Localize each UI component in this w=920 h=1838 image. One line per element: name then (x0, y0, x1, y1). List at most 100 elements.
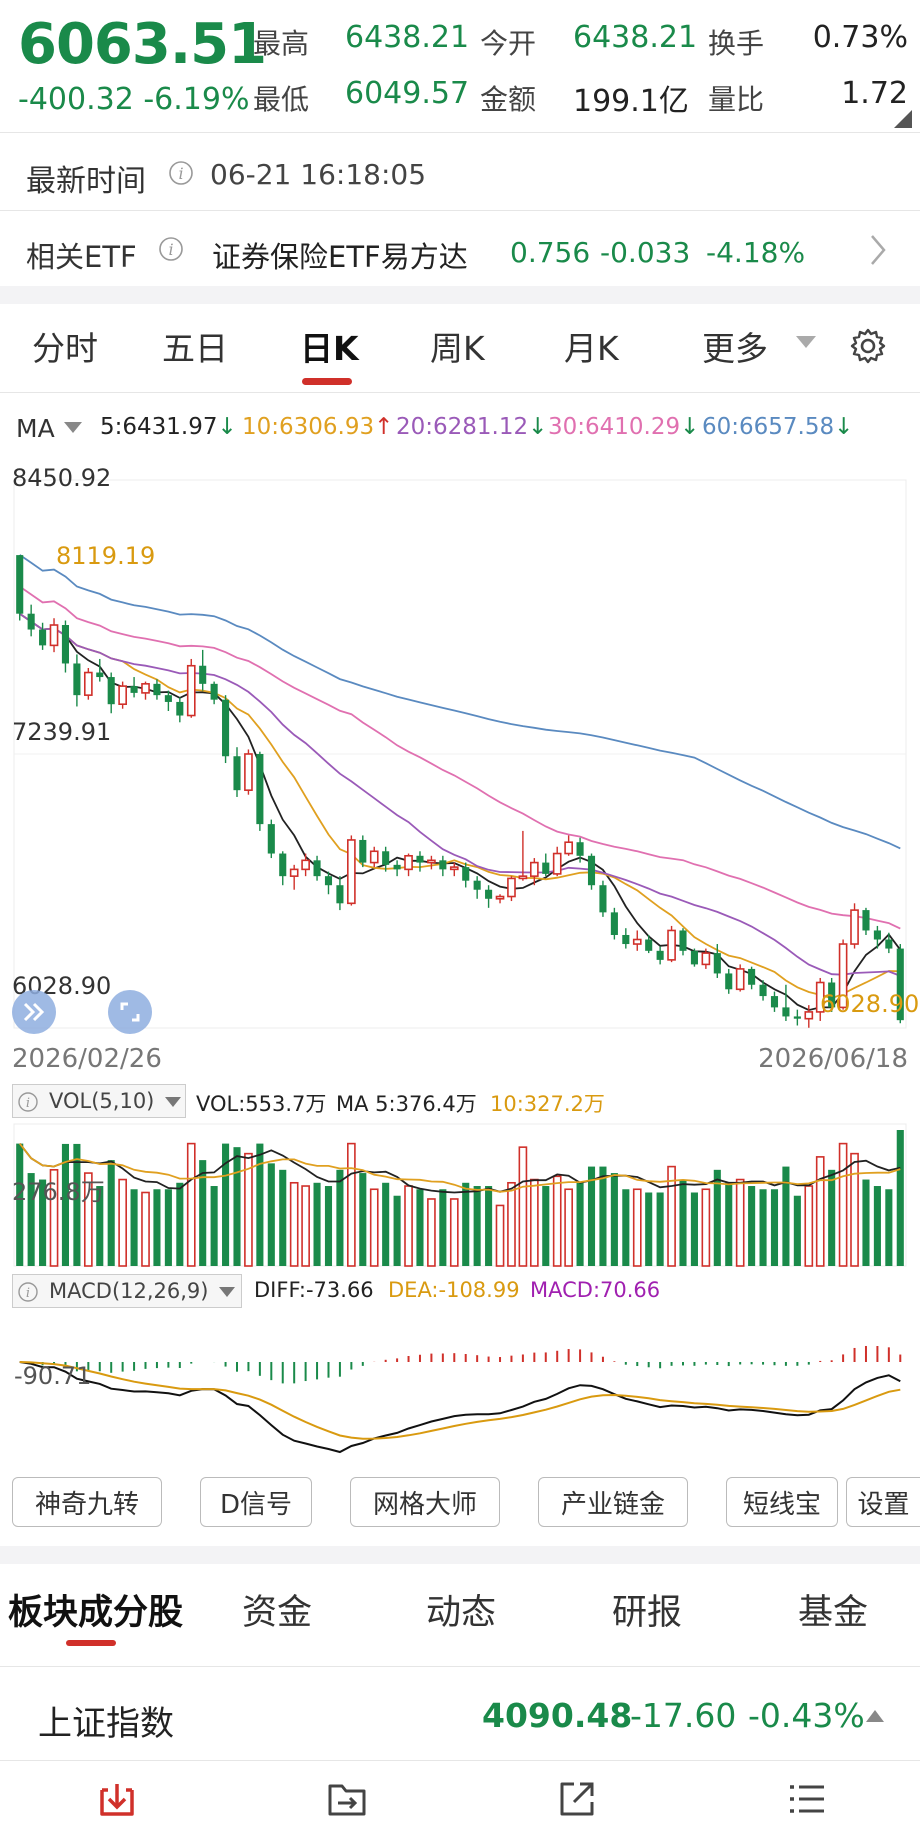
candlestick (83, 668, 93, 700)
dropdown-caret-icon[interactable] (796, 336, 816, 350)
candlestick (153, 679, 161, 700)
macd-chart[interactable] (0, 1310, 920, 1460)
volume-bar (896, 1130, 904, 1266)
ma-selector[interactable]: MA (16, 414, 55, 443)
list-menu-icon[interactable] (782, 1774, 832, 1824)
candlestick (576, 837, 584, 863)
candlestick (815, 977, 825, 1021)
candlestick (324, 871, 333, 895)
expand-corner-icon[interactable] (894, 110, 912, 128)
volume-bar (233, 1147, 241, 1266)
arrow-down-icon: ↓ (528, 414, 548, 440)
candlestick (564, 835, 573, 856)
tab-daily-k[interactable]: 日K (300, 329, 359, 368)
fullscreen-button[interactable] (108, 990, 152, 1034)
candlestick (27, 604, 35, 637)
volume-bar (735, 1178, 745, 1267)
share-icon[interactable] (552, 1774, 602, 1824)
date-start-label: 2026/02/26 (12, 1044, 162, 1074)
stat-label-amount: 金额 (480, 83, 537, 116)
d-signal-button[interactable]: D信号 (200, 1477, 312, 1527)
candlestick (667, 925, 676, 963)
volume-bar (336, 1169, 344, 1266)
volume-bar (369, 1188, 379, 1267)
volume-bar (473, 1186, 481, 1266)
ma-value: 10:6306.93 (242, 414, 375, 440)
folder-transfer-icon[interactable] (322, 1774, 372, 1824)
chevron-right-icon (871, 235, 886, 265)
tab-weekly-k[interactable]: 周K (430, 329, 485, 368)
info-icon[interactable]: i (168, 160, 194, 186)
tab-constituents[interactable]: 板块成分股 (8, 1593, 184, 1633)
candlestick (107, 672, 115, 714)
kline-chart[interactable] (0, 456, 920, 1056)
grid-master-button[interactable]: 网格大师 (350, 1477, 500, 1527)
volume-bar (186, 1142, 196, 1267)
vol-indicator-selector[interactable]: i VOL(5,10) (12, 1084, 186, 1118)
volume-bar (393, 1195, 401, 1266)
info-icon[interactable]: i (158, 236, 184, 262)
volume-bar (782, 1166, 790, 1266)
arrow-down-icon: ↓ (217, 414, 237, 440)
index-change-percent: -0.43% (748, 1696, 865, 1735)
stat-value-low: 6049.57 (345, 76, 470, 111)
vol-ma10: 10:327.2万 (490, 1092, 605, 1116)
volume-bar (313, 1182, 321, 1266)
volume-bar (27, 1173, 35, 1266)
svg-text:i: i (26, 1286, 30, 1301)
candlestick (793, 1009, 801, 1026)
divider (0, 1666, 920, 1667)
related-etf-row[interactable]: 相关ETF i 证券保险ETF易方达 0.756 -0.033 -4.18% (0, 212, 920, 278)
section-gap (0, 1546, 920, 1564)
ma-dropdown-icon[interactable] (64, 422, 82, 434)
magic-nine-button[interactable]: 神奇九转 (12, 1477, 162, 1527)
chart-frame (13, 1123, 907, 1267)
volume-bar (804, 1185, 814, 1267)
volume-bar (645, 1192, 653, 1266)
stat-label-turnover: 换手 (708, 27, 765, 60)
candlestick (862, 907, 870, 935)
tab-funds[interactable]: 基金 (798, 1593, 869, 1633)
update-time-label: 最新时间 (26, 164, 146, 199)
ma-value: 60:6657.58 (702, 414, 835, 440)
candlestick (289, 864, 299, 890)
tab-capital[interactable]: 资金 (242, 1593, 313, 1633)
short-term-button[interactable]: 短线宝 (726, 1477, 838, 1527)
candlestick (885, 932, 893, 954)
ma-title: MA (16, 414, 55, 443)
candlestick (176, 697, 184, 723)
volume-bar (862, 1179, 870, 1266)
candlestick (542, 853, 550, 877)
ma-value: 20:6281.12 (396, 414, 529, 440)
industry-chain-button[interactable]: 产业链金 (538, 1477, 688, 1527)
scroll-left-button[interactable] (12, 990, 56, 1034)
arrow-up-icon: ↑ (374, 414, 394, 440)
tab-research[interactable]: 研报 (612, 1593, 683, 1633)
tab-monthly-k[interactable]: 月K (564, 329, 619, 368)
tab-more[interactable]: 更多 (702, 329, 768, 368)
settings-gear-icon[interactable] (848, 326, 888, 366)
tab-intraday[interactable]: 分时 (32, 329, 98, 368)
candlestick (759, 980, 767, 1001)
stat-value-amount: 199.1亿 (573, 84, 689, 119)
volume-chart[interactable] (0, 1120, 920, 1270)
download-icon[interactable] (92, 1774, 142, 1824)
candlestick (130, 677, 138, 698)
index-ticker-row[interactable]: 上证指数 4090.48 -17.60 -0.43% (0, 1668, 920, 1764)
candlestick (96, 658, 104, 682)
volume-bar (61, 1143, 70, 1266)
macd-indicator-selector[interactable]: i MACD(12,26,9) (12, 1274, 242, 1308)
tab-news[interactable]: 动态 (426, 1593, 497, 1633)
volume-bar (118, 1178, 127, 1267)
tab-five-day[interactable]: 五日 (162, 329, 228, 368)
dropdown-caret-icon (165, 1097, 181, 1107)
volume-bar (485, 1186, 493, 1266)
volume-bar (793, 1195, 801, 1266)
divider (0, 392, 920, 393)
change-value: -400.32 (18, 82, 134, 117)
settings-button[interactable]: 设置 (846, 1477, 920, 1527)
volume-bar (359, 1173, 367, 1266)
volume-bar (542, 1186, 550, 1266)
volume-bar (713, 1169, 721, 1266)
divider (0, 132, 920, 133)
